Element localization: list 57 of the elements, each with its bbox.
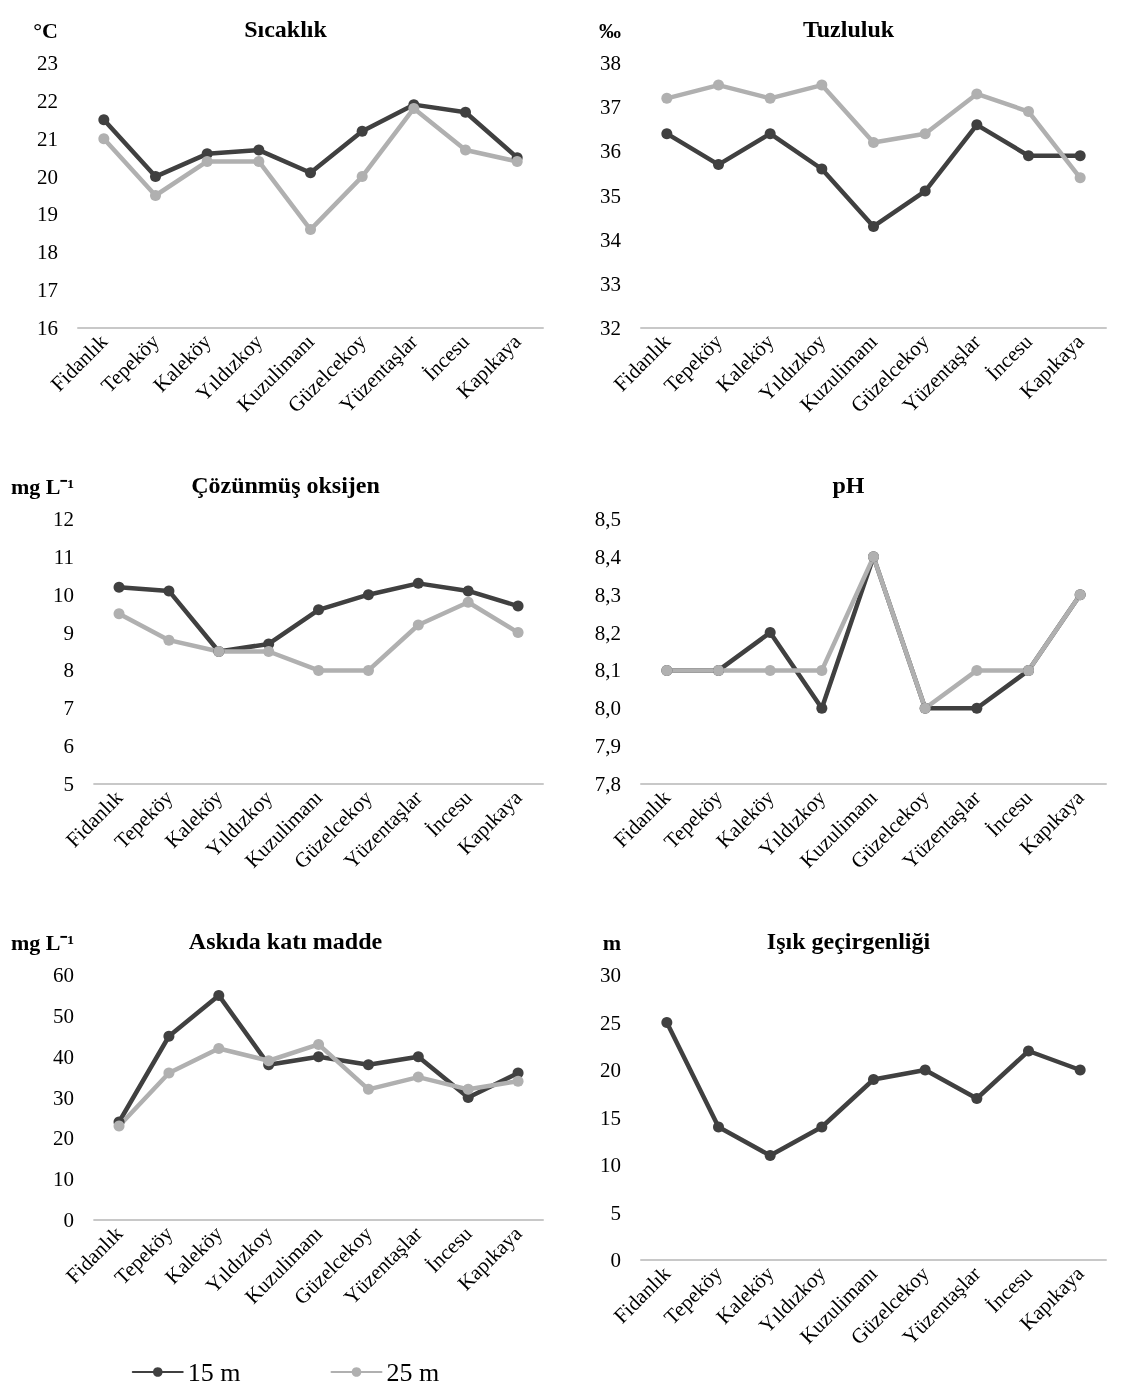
y-tick-label: 5 (610, 1200, 621, 1225)
y-tick-label: 19 (37, 202, 58, 227)
y-axis-title: °C (33, 17, 58, 43)
y-tick-label: 8,3 (594, 582, 621, 607)
chart-title: Sıcaklık (244, 16, 328, 42)
y-tick-label: 17 (37, 278, 58, 303)
y-tick-label: 25 (600, 1010, 621, 1035)
y-tick-label: 8,0 (594, 696, 621, 721)
y-tick-label: 36 (600, 139, 621, 164)
chart-title: Çözünmüş oksijen (191, 472, 380, 498)
y-tick-label: 7 (63, 696, 75, 721)
y-axis-title: mg L⁻¹ (10, 929, 75, 955)
y-tick-label: 40 (53, 1044, 75, 1069)
y-tick-label: 50 (53, 1003, 75, 1028)
y-tick-label: 60 (53, 963, 75, 987)
y-tick-label: 20 (37, 164, 58, 189)
y-tick-label: 8,4 (594, 544, 622, 569)
y-tick-label: 22 (37, 88, 58, 113)
chart-title: Askıda katı madde (188, 928, 383, 954)
chart-title: pH (832, 472, 865, 498)
y-tick-label: 12 (53, 507, 75, 531)
y-tick-label: 0 (63, 1208, 75, 1232)
y-tick-label: 7,9 (594, 734, 621, 759)
y-tick-label: 20 (600, 1058, 621, 1082)
chart-title: Tuzluluk (802, 16, 895, 42)
y-tick-label: 30 (53, 1085, 75, 1110)
y-tick-label: 16 (37, 316, 58, 340)
y-tick-label: 10 (53, 582, 75, 607)
y-tick-label: 8 (63, 658, 75, 683)
y-axis-title: ‰ (599, 17, 621, 43)
y-tick-label: 10 (53, 1167, 75, 1192)
y-tick-label: 18 (37, 240, 58, 265)
y-tick-label: 37 (600, 95, 621, 120)
y-tick-label: 33 (600, 271, 621, 296)
y-tick-label: 6 (63, 734, 75, 759)
y-tick-label: 9 (63, 620, 75, 645)
chart-title: Işık geçirgenliği (766, 928, 931, 954)
y-tick-label: 15 (600, 1105, 621, 1130)
legend-label: 25 m (386, 1357, 440, 1387)
y-tick-label: 11 (53, 544, 75, 569)
y-tick-label: 21 (37, 126, 58, 151)
y-tick-label: 8,1 (594, 658, 621, 683)
y-tick-label: 0 (610, 1248, 621, 1272)
y-tick-label: 34 (600, 227, 622, 252)
y-tick-label: 35 (600, 183, 621, 208)
y-tick-label: 38 (600, 51, 621, 75)
y-tick-label: 32 (600, 316, 621, 340)
y-tick-label: 8,2 (594, 620, 621, 645)
y-tick-label: 30 (600, 963, 621, 987)
y-tick-label: 23 (37, 51, 58, 75)
y-tick-label: 10 (600, 1153, 621, 1177)
y-axis-title: mg L⁻¹ (10, 473, 75, 499)
y-tick-label: 5 (63, 772, 75, 796)
legend-label: 15 m (187, 1357, 241, 1387)
y-tick-label: 8,5 (594, 507, 621, 531)
y-tick-label: 20 (53, 1126, 75, 1151)
y-axis-title: m (602, 929, 621, 955)
